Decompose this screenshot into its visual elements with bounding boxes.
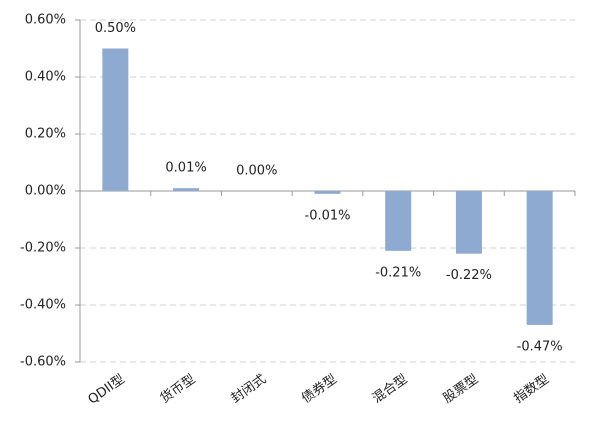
bar <box>314 191 341 194</box>
x-tick-label: 债券型 <box>299 371 340 406</box>
bar <box>385 191 412 251</box>
bar <box>455 191 482 254</box>
data-label: -0.01% <box>305 208 351 223</box>
x-tick-label: 货币型 <box>157 371 198 406</box>
x-tick-label: QDII型 <box>86 372 128 408</box>
x-tick-label: 封闭式 <box>229 372 270 407</box>
data-label: 0.50% <box>95 21 136 36</box>
y-tick-label: -0.40% <box>20 298 66 313</box>
y-tick-label: 0.40% <box>25 70 66 85</box>
bar <box>173 188 200 191</box>
data-label: -0.22% <box>446 268 492 283</box>
y-tick-label: 0.00% <box>25 184 66 199</box>
data-label: 0.01% <box>165 161 206 176</box>
data-label: -0.21% <box>375 265 421 280</box>
y-tick-label: 0.60% <box>25 13 66 28</box>
y-tick-label: 0.20% <box>25 127 66 142</box>
bar <box>102 48 129 191</box>
y-tick-label: -0.60% <box>20 355 66 370</box>
x-tick-label: 股票型 <box>441 372 482 407</box>
x-tick-label: 指数型 <box>511 372 552 407</box>
y-tick-label: -0.20% <box>20 241 66 256</box>
data-label: 0.00% <box>236 164 277 179</box>
bar <box>526 191 553 325</box>
x-tick-label: 混合型 <box>370 372 411 407</box>
data-label: -0.47% <box>517 339 563 354</box>
